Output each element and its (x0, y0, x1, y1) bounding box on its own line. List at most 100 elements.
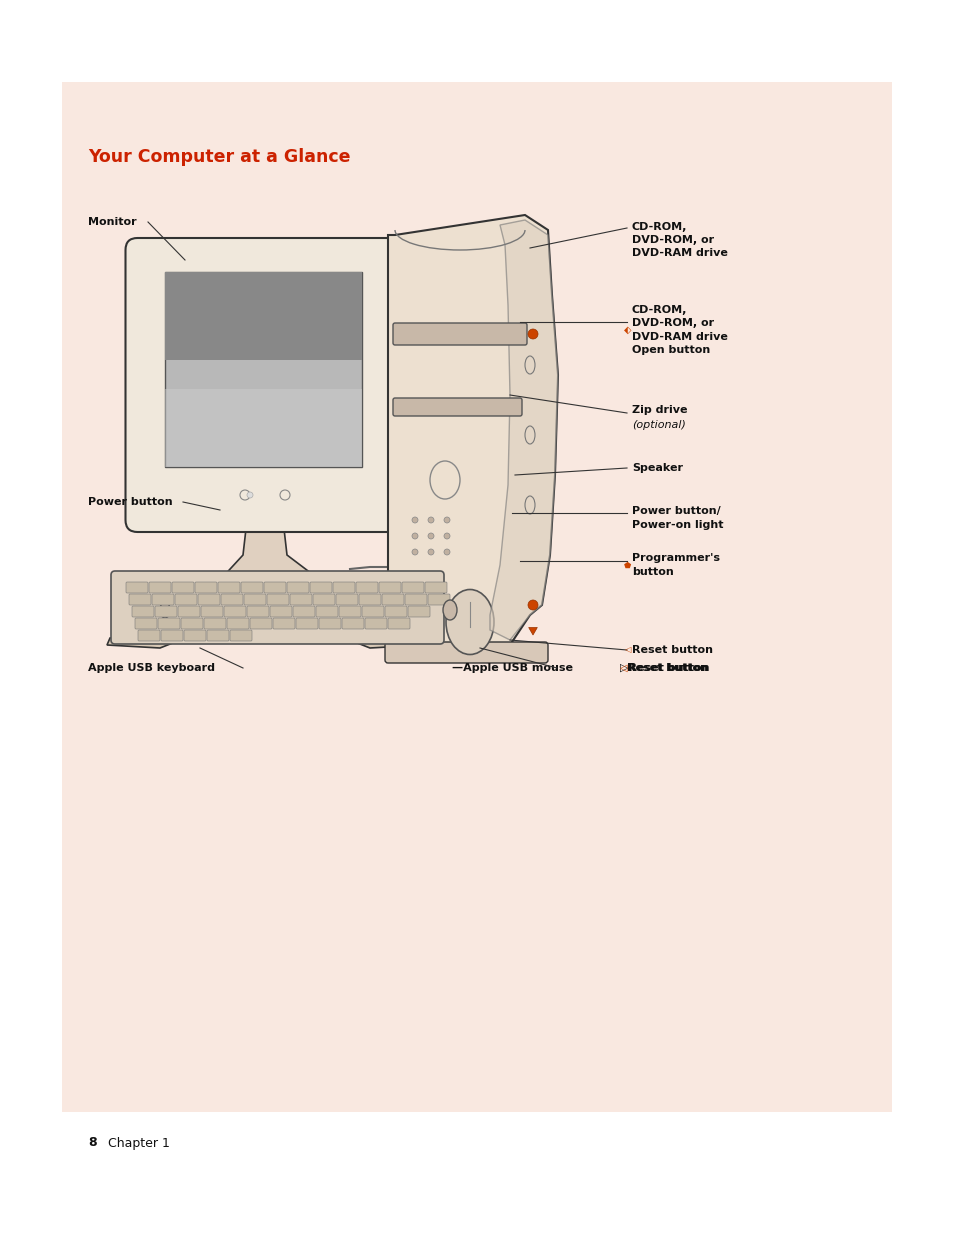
FancyBboxPatch shape (204, 618, 226, 629)
FancyBboxPatch shape (135, 618, 157, 629)
FancyBboxPatch shape (227, 618, 249, 629)
Text: —Apple USB mouse: —Apple USB mouse (452, 663, 573, 673)
FancyBboxPatch shape (132, 606, 153, 618)
FancyBboxPatch shape (287, 582, 309, 593)
Circle shape (412, 534, 417, 538)
FancyBboxPatch shape (138, 630, 160, 641)
FancyBboxPatch shape (267, 594, 289, 605)
FancyBboxPatch shape (401, 582, 423, 593)
Text: ◁: ◁ (619, 663, 627, 673)
Text: CD-ROM,
DVD-ROM, or
DVD-RAM drive
Open button: CD-ROM, DVD-ROM, or DVD-RAM drive Open b… (631, 305, 727, 354)
FancyBboxPatch shape (365, 618, 387, 629)
FancyBboxPatch shape (154, 606, 177, 618)
Circle shape (443, 517, 450, 522)
FancyBboxPatch shape (126, 582, 148, 593)
FancyBboxPatch shape (264, 582, 286, 593)
Text: Chapter 1: Chapter 1 (108, 1136, 170, 1150)
FancyBboxPatch shape (393, 324, 526, 345)
FancyBboxPatch shape (149, 582, 171, 593)
Circle shape (412, 550, 417, 555)
Text: Power button: Power button (88, 496, 172, 508)
FancyBboxPatch shape (408, 606, 430, 618)
Text: Apple USB keyboard: Apple USB keyboard (88, 663, 214, 673)
FancyBboxPatch shape (172, 582, 193, 593)
FancyBboxPatch shape (270, 606, 292, 618)
FancyBboxPatch shape (318, 618, 340, 629)
FancyBboxPatch shape (381, 594, 403, 605)
FancyBboxPatch shape (341, 618, 364, 629)
FancyBboxPatch shape (385, 642, 547, 663)
FancyBboxPatch shape (218, 582, 240, 593)
FancyBboxPatch shape (201, 606, 223, 618)
Polygon shape (305, 625, 422, 648)
Circle shape (428, 550, 434, 555)
Polygon shape (490, 220, 558, 640)
FancyBboxPatch shape (315, 606, 337, 618)
Circle shape (428, 517, 434, 522)
FancyBboxPatch shape (405, 594, 427, 605)
FancyBboxPatch shape (310, 582, 332, 593)
FancyBboxPatch shape (424, 582, 447, 593)
FancyBboxPatch shape (295, 618, 317, 629)
FancyBboxPatch shape (161, 630, 183, 641)
Text: (optional): (optional) (631, 420, 685, 430)
FancyBboxPatch shape (207, 630, 229, 641)
FancyBboxPatch shape (174, 594, 196, 605)
Ellipse shape (442, 600, 456, 620)
Text: ⬟: ⬟ (623, 561, 631, 569)
FancyBboxPatch shape (250, 618, 272, 629)
Bar (165, 272, 362, 359)
FancyBboxPatch shape (338, 606, 360, 618)
FancyBboxPatch shape (221, 594, 243, 605)
FancyBboxPatch shape (152, 594, 173, 605)
FancyBboxPatch shape (335, 594, 357, 605)
FancyBboxPatch shape (194, 582, 216, 593)
FancyBboxPatch shape (230, 630, 252, 641)
FancyBboxPatch shape (358, 594, 380, 605)
FancyBboxPatch shape (333, 582, 355, 593)
Bar (165, 389, 362, 467)
FancyBboxPatch shape (273, 618, 294, 629)
FancyBboxPatch shape (111, 571, 443, 643)
FancyBboxPatch shape (224, 606, 246, 618)
FancyBboxPatch shape (198, 594, 220, 605)
Text: ◁: ◁ (623, 646, 630, 655)
Ellipse shape (446, 589, 494, 655)
Circle shape (247, 492, 253, 498)
FancyBboxPatch shape (241, 582, 263, 593)
Text: Monitor: Monitor (88, 217, 136, 227)
FancyBboxPatch shape (158, 618, 180, 629)
Text: 8: 8 (88, 1136, 96, 1150)
FancyBboxPatch shape (388, 618, 410, 629)
Bar (165, 272, 362, 467)
Bar (62, 82, 891, 1112)
FancyBboxPatch shape (355, 582, 377, 593)
Text: CD-ROM,
DVD-ROM, or
DVD-RAM drive: CD-ROM, DVD-ROM, or DVD-RAM drive (631, 222, 727, 258)
FancyBboxPatch shape (293, 606, 314, 618)
Text: Zip drive: Zip drive (631, 405, 687, 415)
Polygon shape (388, 215, 558, 645)
Text: Reset button: Reset button (631, 645, 712, 655)
FancyBboxPatch shape (313, 594, 335, 605)
Ellipse shape (160, 601, 170, 618)
Polygon shape (107, 625, 225, 648)
Text: Programmer's
button: Programmer's button (631, 553, 720, 577)
FancyBboxPatch shape (393, 398, 521, 416)
Circle shape (527, 600, 537, 610)
Circle shape (443, 550, 450, 555)
FancyBboxPatch shape (378, 582, 400, 593)
FancyBboxPatch shape (129, 594, 151, 605)
Text: Speaker: Speaker (631, 463, 682, 473)
Circle shape (527, 329, 537, 338)
Text: ▷Reset button: ▷Reset button (619, 663, 709, 673)
Text: ⬖: ⬖ (623, 325, 631, 335)
FancyBboxPatch shape (244, 594, 266, 605)
FancyBboxPatch shape (184, 630, 206, 641)
Circle shape (428, 534, 434, 538)
FancyBboxPatch shape (290, 594, 312, 605)
Polygon shape (180, 520, 350, 625)
Text: Reset button: Reset button (626, 663, 707, 673)
FancyBboxPatch shape (181, 618, 203, 629)
Text: Power button/
Power-on light: Power button/ Power-on light (631, 506, 722, 530)
FancyBboxPatch shape (126, 238, 404, 532)
